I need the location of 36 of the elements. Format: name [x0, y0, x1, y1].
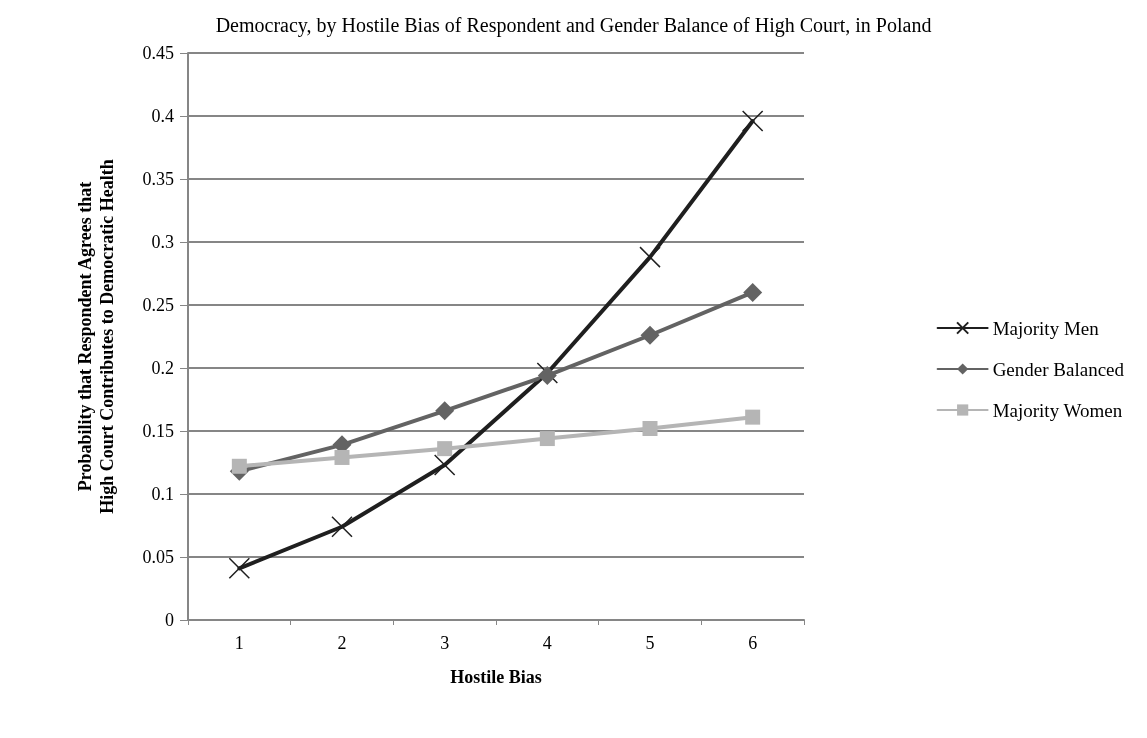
y-tick-label: 0.4: [151, 106, 174, 126]
point: [334, 449, 350, 465]
y-tick-label: 0.15: [142, 421, 174, 441]
point: [743, 282, 763, 302]
y-tick-label: 0.05: [142, 547, 174, 567]
x-tick-label: 4: [542, 633, 552, 653]
point: [437, 441, 453, 457]
legend-label: Majority Men: [992, 317, 1100, 339]
point: [642, 420, 658, 436]
x-tick-label: 2: [337, 633, 347, 653]
x-tick-label: 3: [440, 633, 450, 653]
y-tick-label: 0.25: [142, 295, 174, 315]
x-axis-title: Hostile Bias: [450, 667, 542, 687]
point: [741, 110, 764, 132]
y-tick-label: 0: [165, 610, 174, 630]
point: [435, 401, 455, 421]
y-tick-label: 0.2: [151, 358, 174, 378]
point: [640, 325, 660, 345]
point: [228, 557, 251, 580]
legend-label: Gender Balanced: [992, 358, 1125, 380]
point: [331, 516, 353, 538]
x-tick-label: 6: [748, 633, 758, 653]
legend-label: Majority Women: [992, 399, 1123, 421]
x-tick-label: 1: [234, 633, 244, 653]
chart-title: Democracy, by Hostile Bias of Respondent and Gender Balance of High Court, in Poland: [215, 14, 932, 37]
y-axis-title: Probability that Respondent Agrees that High Court Contributes to Democratic Health: [75, 159, 117, 514]
y-tick-label: 0.35: [142, 169, 174, 189]
point: [745, 409, 761, 425]
x-tick-label: 5: [645, 633, 655, 653]
point: [539, 431, 555, 447]
y-tick-label: 0.1: [151, 484, 174, 504]
point: [433, 454, 456, 476]
y-tick-label: 0.3: [151, 232, 174, 252]
point: [639, 246, 661, 268]
y-tick-label: 0.45: [142, 43, 174, 63]
point: [231, 458, 247, 474]
